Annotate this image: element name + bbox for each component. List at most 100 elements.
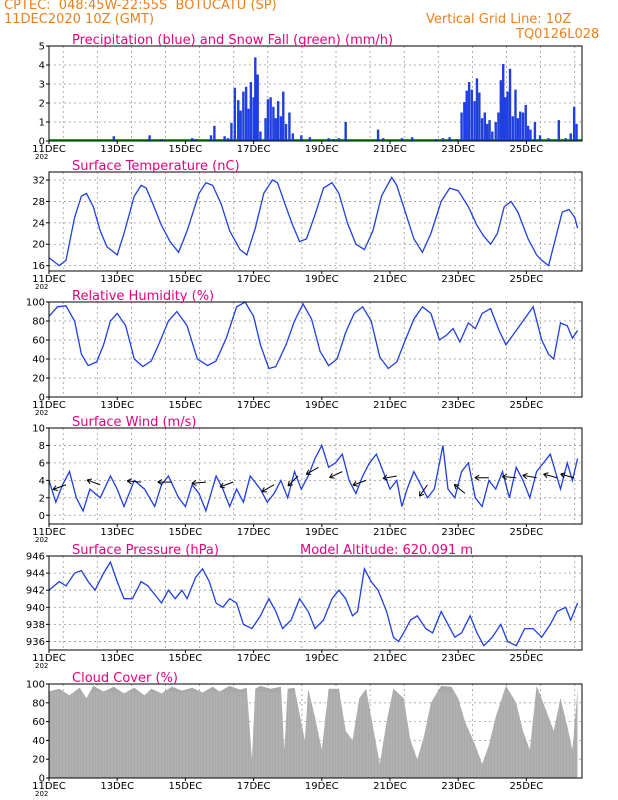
y-tick-label: 6 — [39, 458, 45, 469]
x-tick-label: 11DEC — [32, 653, 66, 664]
precip-bar — [569, 133, 572, 141]
x-tick-label: 15DEC — [169, 400, 203, 411]
rh-line — [48, 301, 579, 370]
wind-vector — [502, 476, 517, 479]
panel-rh — [46, 301, 583, 400]
precip-bar — [504, 97, 507, 141]
precip-bar — [460, 112, 463, 141]
precip-bar — [488, 120, 491, 141]
wind-vector-head — [474, 474, 480, 479]
precip-bar — [242, 91, 245, 141]
precip-bar — [148, 135, 151, 141]
precip-bar — [470, 89, 474, 141]
precip-bar — [519, 111, 522, 141]
wind-vector-head — [157, 479, 163, 483]
precip-bar — [434, 139, 438, 141]
y-tick-label: 4 — [39, 476, 45, 487]
precip-bar — [557, 120, 560, 141]
x-tick-label: 19DEC — [305, 144, 339, 155]
precip-bar — [112, 136, 115, 141]
wind-vector-head — [219, 482, 224, 488]
precip-bar — [249, 82, 253, 141]
precip-bar — [226, 138, 230, 141]
x-tick-label: 15DEC — [169, 527, 203, 538]
x-tick-label: 23DEC — [441, 527, 475, 538]
y-tick-label: 0 — [39, 137, 45, 148]
x-tick-label: 25DEC — [510, 781, 544, 792]
precip-bar — [239, 110, 242, 141]
wind-vector-head — [474, 477, 480, 481]
y-tick-label: 60 — [32, 717, 45, 728]
header-grid-note: Vertical Grid Line: 10Z — [426, 12, 572, 27]
model-altitude-label: Model Altitude: 620.091 m — [300, 543, 473, 558]
wind-vector — [191, 481, 206, 484]
wind-vector — [219, 481, 234, 488]
x-tick-label: 17DEC — [237, 781, 271, 792]
panel-pres — [46, 555, 583, 653]
x-tick-label: 21DEC — [373, 653, 407, 664]
wind-vector-head — [52, 489, 58, 491]
x-tick-label: 21DEC — [373, 144, 407, 155]
precip-bar — [511, 116, 514, 141]
precip-bar — [213, 125, 216, 141]
x-tick-label: 21DEC — [373, 527, 407, 538]
wind-vector-head — [219, 486, 225, 489]
precip-bar — [514, 89, 517, 141]
panel-temp — [46, 171, 583, 274]
y-tick-label: 8 — [39, 441, 45, 452]
precip-bar — [247, 108, 250, 141]
wind-vector-head — [261, 487, 265, 492]
precip-bar — [463, 102, 466, 141]
wind-vector — [287, 475, 299, 487]
precip-bar — [160, 139, 163, 141]
wind-vector — [560, 473, 575, 479]
x-tick-label: 11DEC — [32, 781, 66, 792]
precip-bar — [376, 129, 380, 141]
x-tick-label: 17DEC — [237, 653, 271, 664]
y-tick-label: 20 — [32, 755, 45, 766]
y-tick-label: 100 — [26, 298, 45, 309]
precip-bar — [332, 139, 335, 141]
wind-vector-head — [352, 480, 357, 486]
x-tick-label: 21DEC — [373, 400, 407, 411]
y-tick-label: 40 — [32, 736, 45, 747]
y-tick-label: 0 — [39, 774, 45, 785]
wind-vector-head — [287, 484, 294, 487]
y-tick-label: 1 — [39, 118, 45, 129]
precip-bar — [547, 138, 550, 141]
precip-bar — [529, 129, 532, 141]
year-label: 202 — [35, 283, 48, 291]
panel-title: Surface Wind (m/s) — [72, 415, 196, 430]
precip-bar — [259, 131, 262, 141]
panel-title: Surface Temperature (nC) — [72, 159, 240, 174]
y-tick-label: 100 — [26, 680, 45, 691]
precip-bar — [533, 122, 537, 141]
x-tick-label: 17DEC — [237, 144, 271, 155]
x-tick-label: 19DEC — [305, 653, 339, 664]
precip-bar — [448, 137, 451, 141]
x-tick-label: 19DEC — [305, 274, 339, 285]
precip-bar — [337, 138, 341, 141]
precip-bar — [473, 101, 476, 141]
wind-vector-head — [287, 480, 290, 487]
precip-bar — [272, 106, 275, 141]
precip-bar — [521, 112, 525, 141]
x-tick-label: 13DEC — [100, 144, 134, 155]
precip-bar — [291, 133, 295, 141]
x-tick-label: 13DEC — [100, 527, 134, 538]
panel-precip — [46, 45, 583, 144]
wind-vector-head — [305, 469, 310, 475]
precip-bar — [491, 131, 494, 141]
precip-bar — [410, 137, 414, 141]
x-tick-label: 17DEC — [237, 400, 271, 411]
precip-bar — [276, 101, 280, 141]
plot-frame — [48, 555, 583, 651]
precip-bar — [506, 91, 509, 141]
precip-bar — [480, 118, 484, 141]
precip-bar — [282, 91, 285, 141]
plot-frame — [48, 45, 583, 142]
temp-line — [48, 176, 579, 267]
precip-bar — [538, 135, 542, 141]
wind-vector — [522, 474, 537, 479]
